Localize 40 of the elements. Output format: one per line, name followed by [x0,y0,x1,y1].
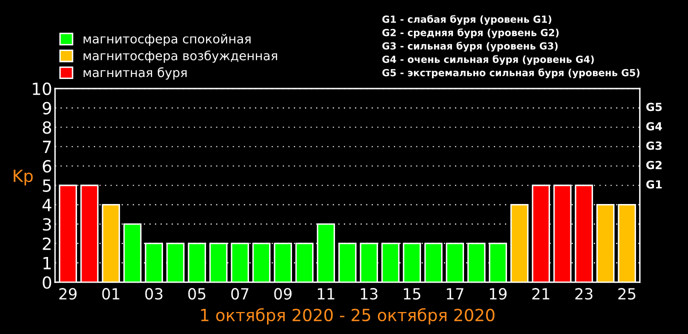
x-tick-label: 13 [360,288,378,300]
text: G5 [646,102,662,112]
x-tick-label: 11 [318,288,334,300]
x-tick-label: 03 [145,288,162,300]
text: G1 [646,180,662,189]
x-tick-label: 01 [102,288,120,300]
legend-label: магнитосфера возбужденная [84,50,278,63]
y-tick-label: 4 [42,198,52,212]
legend-label: магнитосфера спокойная [84,34,251,46]
x-axis-title: 1 октября 2020 - 25 октября 2020 [201,308,494,325]
y-tick-label: 6 [42,160,52,173]
x-tick-label: 05 [188,288,206,300]
x-tick-label: 09 [274,288,292,300]
y-tick-label: 3 [42,218,51,231]
x-tick-label: 07 [231,288,248,300]
y-tick-label: 8 [42,121,52,134]
x-tick-label: 25 [618,288,636,300]
x-tick-label: 17 [446,288,464,300]
text: G2 - средняя буря (уровень G2) [382,28,559,38]
text: G4 [646,122,662,130]
x-tick-label: 19 [490,288,507,300]
x-tick-label: 29 [59,288,77,300]
x-tick-label: 23 [575,288,592,300]
y-axis-title: Kp [14,170,33,186]
y-tick-label: 9 [42,102,52,114]
text: G1 - слабая буря (уровень G1) [382,15,552,25]
y-tick-label: 2 [42,237,51,250]
y-tick-label: 1 [43,257,51,270]
text: G3 [646,141,662,150]
legend-label: магнитная буря [84,67,187,80]
text: G5 - экстремально сильная буря (уровень G5) [382,68,640,78]
x-tick-label: 15 [404,288,420,300]
y-tick-label: 0 [42,276,52,289]
text: G3 - сильная буря (уровень G3) [382,42,558,52]
y-tick-label: 7 [43,140,51,153]
y-tick-label: 5 [42,180,51,192]
y-tick-label: 10 [32,82,52,96]
text: G2 [646,160,662,170]
x-tick-label: 21 [532,288,550,300]
text: G4 - очень сильная буря (уровень G4) [382,55,594,65]
